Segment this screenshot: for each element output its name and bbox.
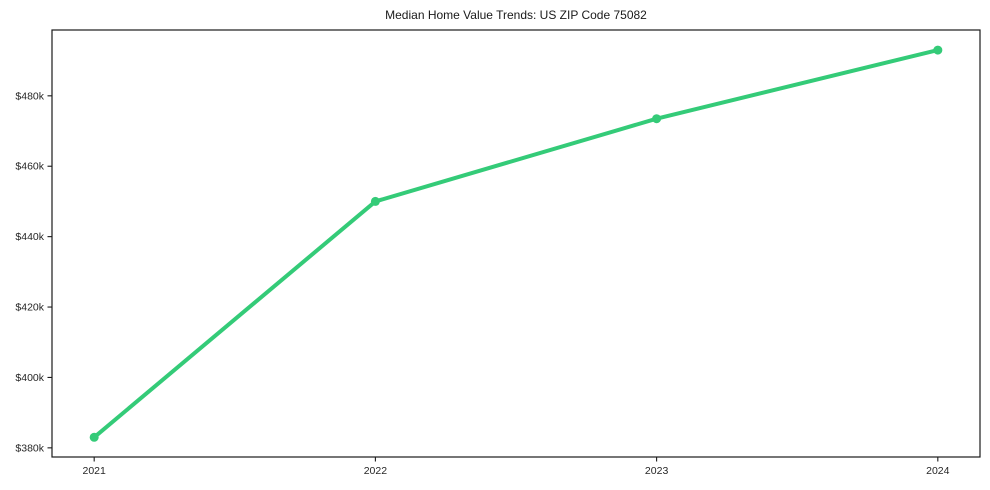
y-tick-label: $400k [15, 372, 44, 384]
y-tick-label: $480k [15, 90, 44, 102]
data-point [89, 432, 99, 442]
y-tick-label: $380k [15, 442, 44, 454]
data-point [933, 45, 943, 55]
x-tick-label: 2023 [645, 465, 669, 477]
trend-line [92, 48, 940, 440]
y-tick-label: $460k [15, 161, 44, 173]
plot-border [51, 29, 981, 458]
plot-area: $380k $400k $420k $440k $460k $480k 2021 2022 20… [15, 29, 981, 477]
y-tick-label: $440k [15, 231, 44, 243]
data-point [370, 196, 380, 206]
y-tick-label: $420k [15, 302, 44, 314]
x-tick-label: 2021 [83, 465, 107, 477]
chart-title: Median Home Value Trends: US ZIP Code 75… [385, 8, 647, 22]
data-point [652, 114, 662, 124]
x-tick-label: 2024 [926, 465, 950, 477]
x-tick-label: 2022 [364, 465, 388, 477]
